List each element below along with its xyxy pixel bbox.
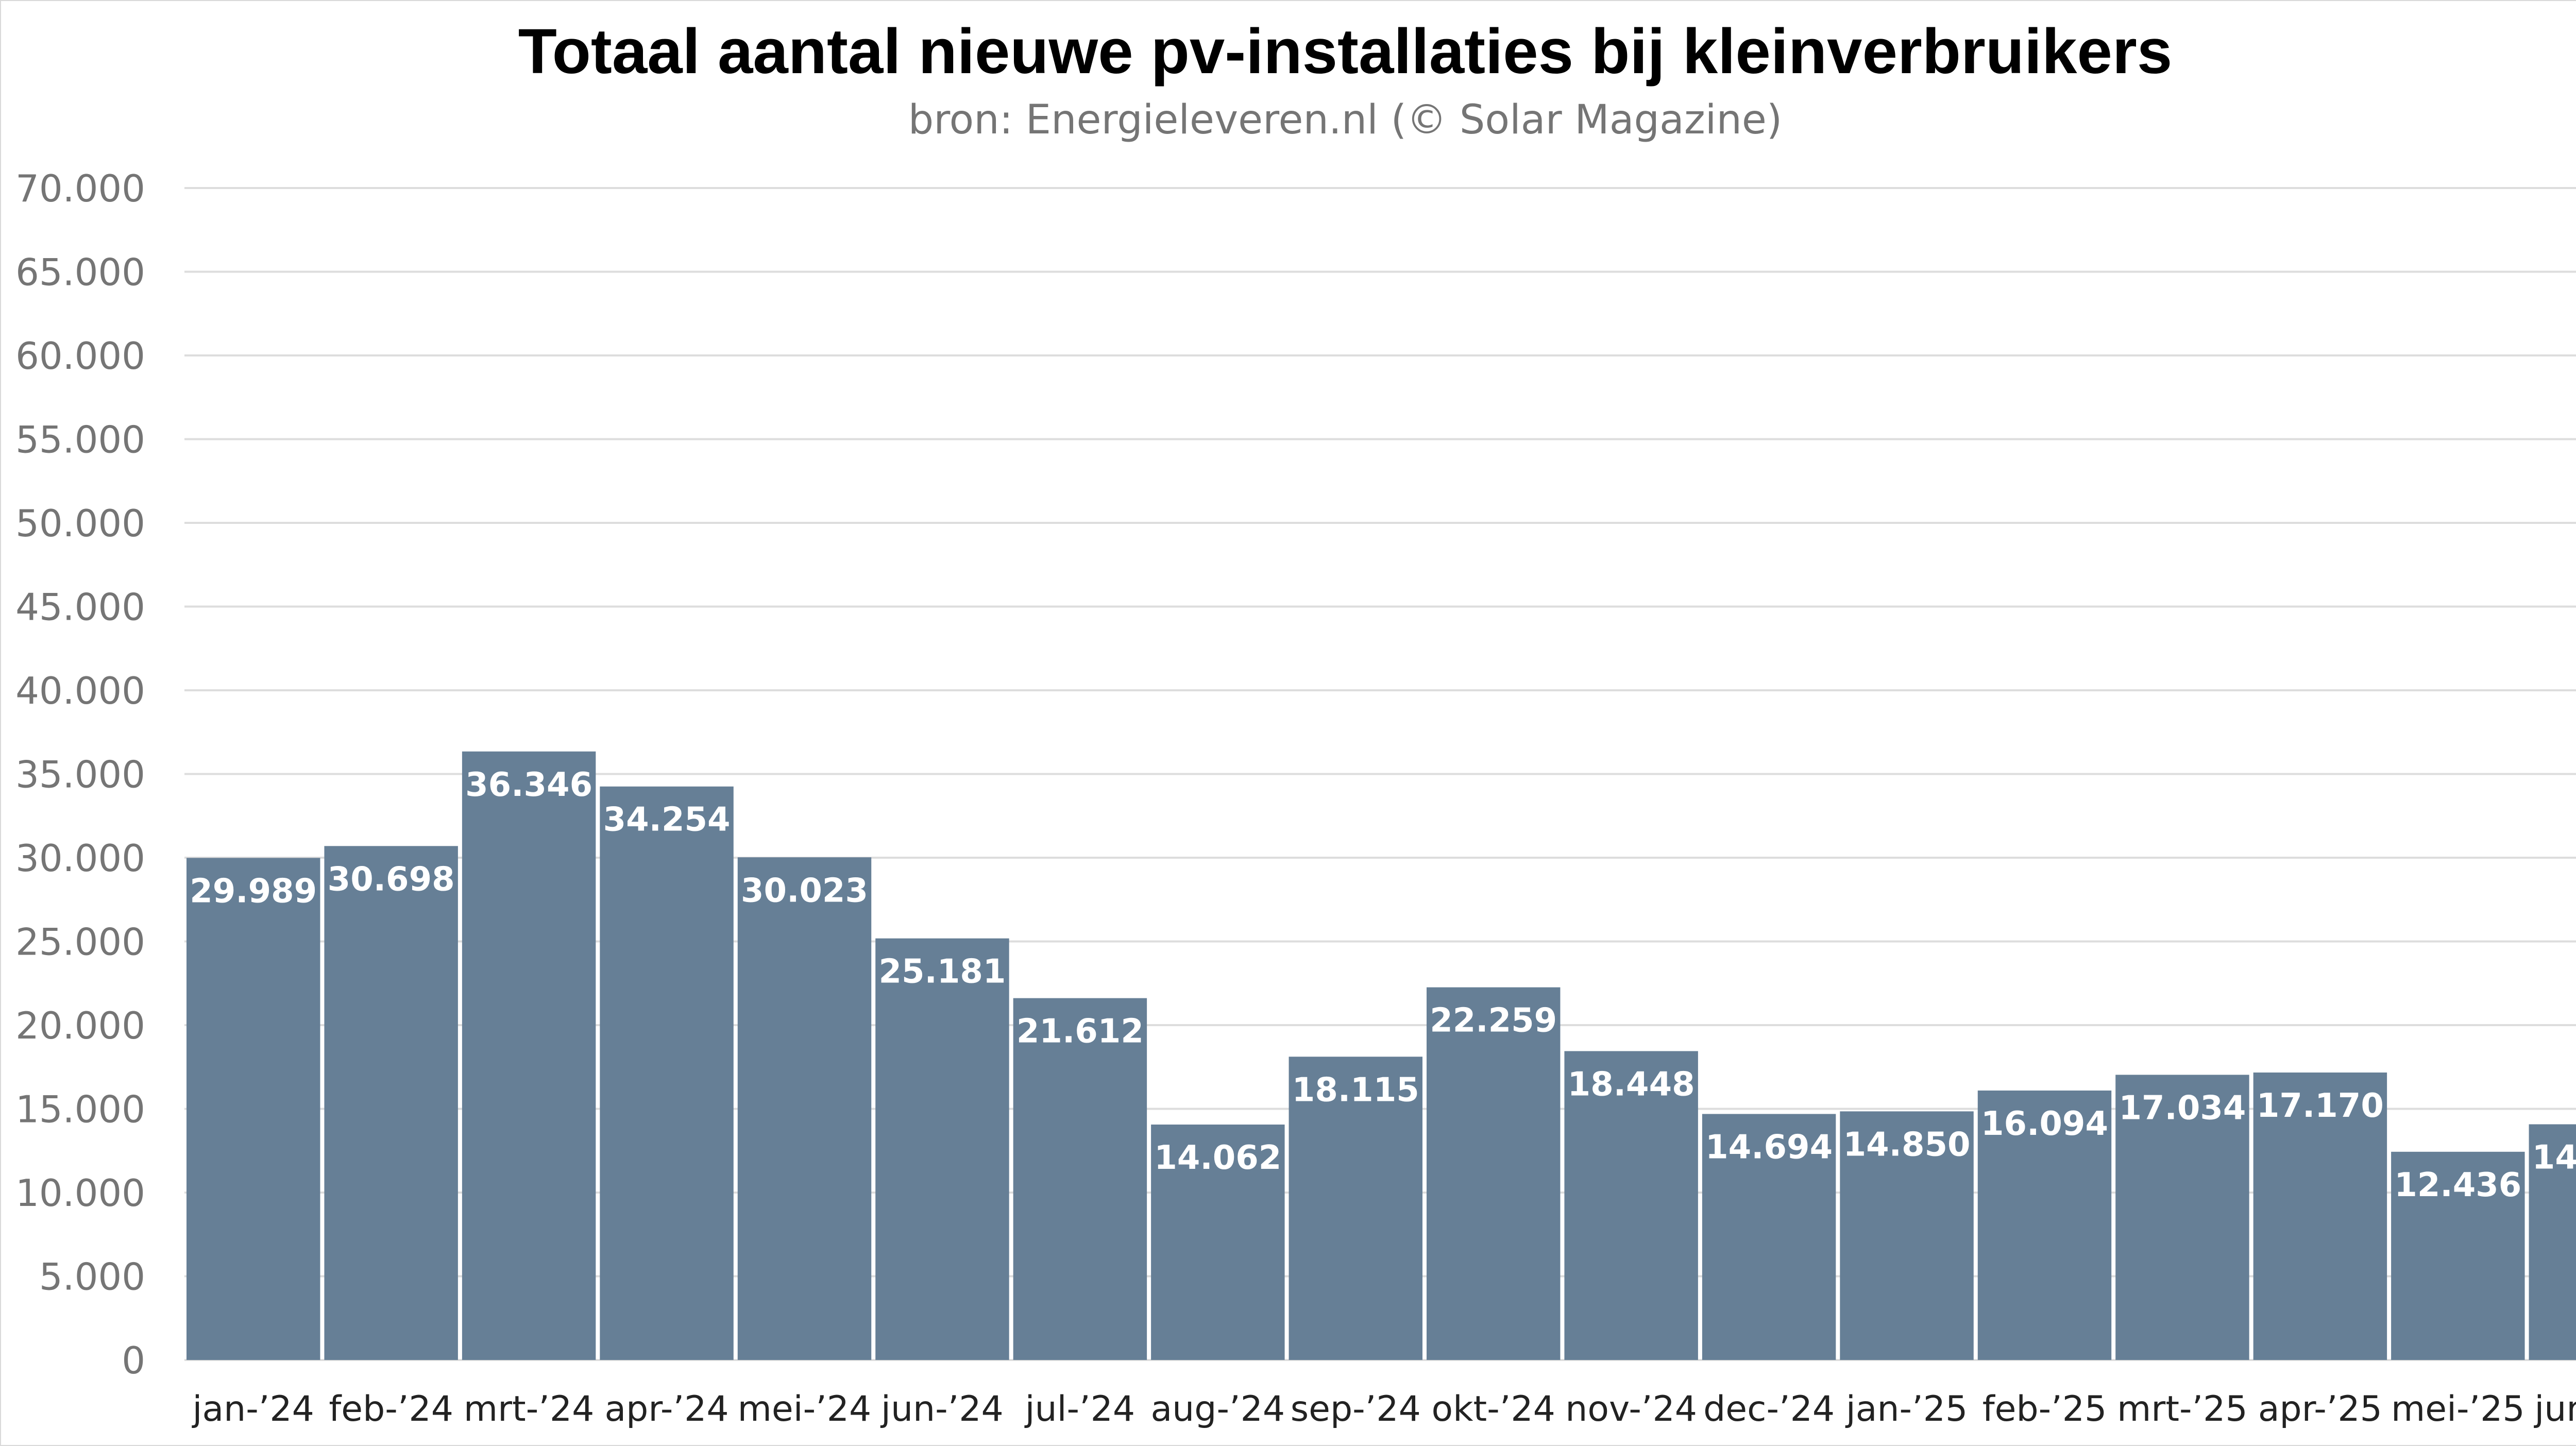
bar-value-label: 12.436 xyxy=(2394,1166,2521,1204)
bar xyxy=(2115,1075,2249,1360)
y-tick-label: 10.000 xyxy=(15,1171,145,1215)
y-tick-label: 45.000 xyxy=(15,586,145,629)
x-tick-label: mei-’25 xyxy=(2391,1389,2525,1430)
data-labels: 29.989 30.698 36.346 34.254 30.023 25.181 21.6… xyxy=(190,766,2576,1204)
x-tick-label: feb-’25 xyxy=(1982,1389,2107,1430)
y-tick-label: 40.000 xyxy=(15,669,145,712)
bar-value-label: 17.034 xyxy=(2119,1089,2246,1127)
bar-value-label: 16.094 xyxy=(1981,1105,2108,1143)
y-tick-label: 5.000 xyxy=(39,1255,145,1299)
y-tick-label: 55.000 xyxy=(15,418,145,462)
y-axis-ticks: 0 5.000 10.000 15.000 20.000 25.000 30.000 35.0… xyxy=(15,167,145,1382)
bar xyxy=(1977,1090,2112,1360)
chart-title: Totaal aantal nieuwe pv-installaties bij… xyxy=(518,16,2173,87)
x-tick-label: mrt-’24 xyxy=(464,1389,595,1430)
bar xyxy=(2529,1124,2576,1360)
bar xyxy=(1151,1124,1285,1360)
y-tick-label: 70.000 xyxy=(15,167,145,210)
y-tick-label: 20.000 xyxy=(15,1004,145,1047)
bar-value-label: 30.023 xyxy=(741,872,868,910)
bar-value-label: 14.078 xyxy=(2532,1138,2576,1177)
bar-value-label: 29.989 xyxy=(190,872,317,910)
x-tick-label: apr-’25 xyxy=(2258,1389,2382,1430)
x-tick-label: jun-’24 xyxy=(880,1389,1004,1430)
y-tick-label: 50.000 xyxy=(15,502,145,545)
bar-value-label: 18.115 xyxy=(1292,1071,1419,1109)
x-tick-label: jun-’25 xyxy=(2533,1389,2576,1430)
x-axis-ticks: jan-’24 feb-’24 mrt-’24 apr-’24 mei-’24 jun-’… xyxy=(192,1389,2576,1430)
x-tick-label: sep-’24 xyxy=(1291,1389,1421,1430)
y-tick-label: 65.000 xyxy=(15,251,145,294)
x-tick-label: aug-’24 xyxy=(1151,1389,1285,1430)
bar xyxy=(1289,1057,1422,1360)
y-tick-label: 60.000 xyxy=(15,334,145,378)
x-tick-label: jul-’24 xyxy=(1024,1389,1136,1430)
x-tick-label: feb-’24 xyxy=(329,1389,453,1430)
bar xyxy=(1702,1114,1836,1360)
bar xyxy=(1427,987,1561,1360)
y-tick-label: 0 xyxy=(122,1339,145,1382)
bar-value-label: 14.694 xyxy=(1705,1128,1833,1166)
gridlines xyxy=(184,187,2576,1361)
bar xyxy=(2391,1151,2525,1360)
bar-value-label: 14.850 xyxy=(1843,1126,1971,1164)
x-tick-label: jan-’24 xyxy=(192,1389,314,1430)
bar xyxy=(324,846,458,1360)
bar xyxy=(875,938,1009,1360)
bar-value-label: 18.448 xyxy=(1568,1065,1695,1103)
bar xyxy=(1564,1051,1698,1360)
x-tick-label: apr-’24 xyxy=(604,1389,728,1430)
bar-value-label: 21.612 xyxy=(1016,1013,1144,1051)
bar xyxy=(1013,998,1147,1360)
bar-value-label: 22.259 xyxy=(1430,1002,1557,1040)
bar-value-label: 14.062 xyxy=(1154,1139,1281,1177)
bars xyxy=(187,751,2576,1360)
y-tick-label: 35.000 xyxy=(15,753,145,796)
x-tick-label: mrt-’25 xyxy=(2117,1389,2248,1430)
y-tick-label: 15.000 xyxy=(15,1088,145,1131)
x-tick-label: dec-’24 xyxy=(1703,1389,1835,1430)
x-tick-label: jan-’25 xyxy=(1845,1389,1968,1430)
bar-value-label: 30.698 xyxy=(328,860,455,898)
bar xyxy=(2253,1072,2387,1360)
bar-value-label: 17.170 xyxy=(2257,1087,2384,1125)
bar xyxy=(600,786,734,1360)
x-tick-label: okt-’24 xyxy=(1432,1389,1555,1430)
bar xyxy=(462,751,596,1360)
y-tick-label: 30.000 xyxy=(15,837,145,880)
bar-value-label: 36.346 xyxy=(465,766,592,804)
y-tick-label: 25.000 xyxy=(15,921,145,964)
bar xyxy=(187,858,320,1360)
x-tick-label: mei-’24 xyxy=(738,1389,872,1430)
bar-value-label: 34.254 xyxy=(603,801,731,839)
bar xyxy=(1840,1111,1974,1360)
bar-value-label: 25.181 xyxy=(878,953,1006,991)
bar xyxy=(737,857,872,1360)
x-tick-label: nov-’24 xyxy=(1565,1389,1697,1430)
chart-subtitle: bron: Energieleveren.nl (© Solar Magazin… xyxy=(908,97,1783,143)
